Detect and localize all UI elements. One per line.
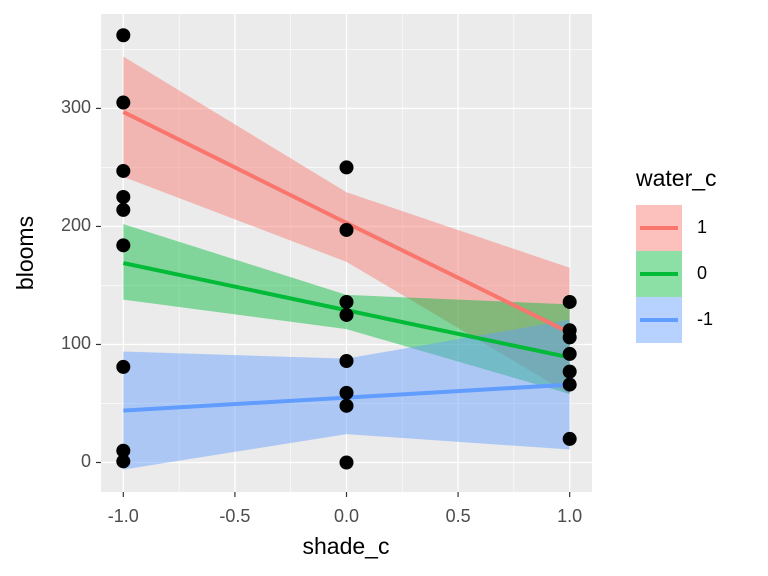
data-point — [562, 431, 577, 446]
data-point — [562, 346, 577, 361]
x-tick-label: 0.5 — [446, 506, 471, 526]
data-point — [339, 455, 354, 470]
data-point — [339, 307, 354, 322]
x-tick-label: 0.0 — [334, 506, 359, 526]
legend-title: water_c — [635, 165, 717, 191]
data-point — [116, 28, 131, 43]
data-point — [116, 189, 131, 204]
data-point — [116, 238, 131, 253]
data-point — [562, 294, 577, 309]
data-point — [339, 398, 354, 413]
data-point — [562, 330, 577, 345]
x-tick-label: 1.0 — [557, 506, 582, 526]
data-point — [116, 359, 131, 374]
regression-line — [122, 110, 571, 335]
data-point — [339, 353, 354, 368]
y-tick-label: 200 — [61, 215, 91, 235]
data-point — [339, 222, 354, 237]
x-tick-label: -1.0 — [108, 506, 139, 526]
x-axis-title: shade_c — [303, 533, 390, 559]
data-point — [339, 160, 354, 175]
data-point — [562, 364, 577, 379]
data-point — [116, 202, 131, 217]
data-point — [116, 95, 131, 110]
data-point — [116, 163, 131, 178]
y-tick-label: 300 — [61, 97, 91, 117]
data-point — [116, 443, 131, 458]
legend-label: 1 — [697, 217, 707, 237]
x-tick-label: -0.5 — [219, 506, 250, 526]
legend-label: 0 — [697, 263, 707, 283]
data-point — [562, 377, 577, 392]
data-point — [339, 294, 354, 309]
y-axis-title: blooms — [12, 216, 38, 290]
legend-label: -1 — [697, 309, 713, 329]
y-tick-label: 0 — [81, 451, 91, 471]
y-tick-label: 100 — [61, 333, 91, 353]
data-point — [116, 454, 131, 469]
data-point — [339, 385, 354, 400]
